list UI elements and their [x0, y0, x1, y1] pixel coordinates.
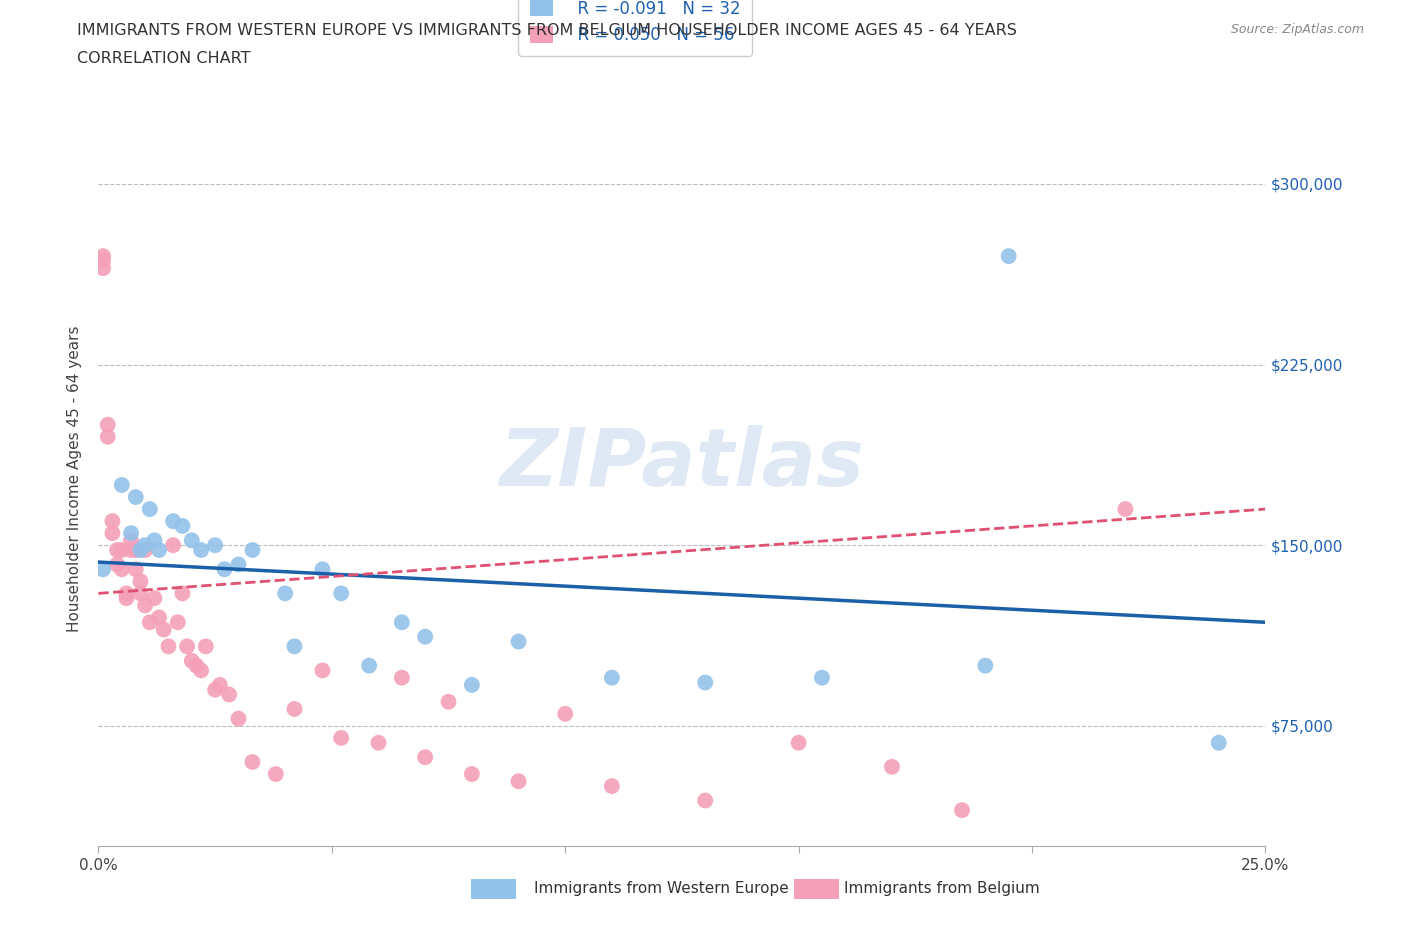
Point	[242, 542, 264, 557]
Point	[111, 542, 134, 557]
Point	[391, 671, 413, 685]
Point	[176, 639, 198, 654]
Point	[437, 695, 460, 710]
Point	[330, 730, 353, 745]
Point	[228, 557, 250, 572]
Point	[152, 622, 174, 637]
Point	[283, 639, 305, 654]
Point	[166, 615, 188, 630]
Point	[148, 542, 170, 557]
Point	[600, 671, 623, 685]
Point	[162, 538, 184, 552]
Point	[508, 634, 530, 649]
Point	[115, 586, 138, 601]
Point	[129, 586, 152, 601]
Point	[264, 766, 287, 781]
Point	[190, 663, 212, 678]
Point	[880, 760, 903, 775]
Point	[180, 533, 202, 548]
Point	[97, 430, 120, 445]
Point	[143, 591, 166, 605]
Point	[228, 711, 250, 726]
Point	[125, 562, 148, 577]
Point	[787, 736, 810, 751]
Text: CORRELATION CHART: CORRELATION CHART	[77, 51, 250, 66]
Point	[148, 610, 170, 625]
Point	[554, 707, 576, 722]
Point	[461, 766, 484, 781]
Point	[413, 750, 436, 764]
Point	[214, 562, 236, 577]
Point	[330, 586, 353, 601]
Y-axis label: Householder Income Ages 45 - 64 years: Householder Income Ages 45 - 64 years	[67, 326, 83, 632]
Text: ZIPatlas: ZIPatlas	[499, 425, 865, 503]
Point	[105, 542, 128, 557]
Point	[120, 525, 142, 540]
Point	[97, 418, 120, 432]
Point	[115, 591, 138, 605]
Point	[811, 671, 834, 685]
Point	[974, 658, 997, 673]
Point	[600, 778, 623, 793]
Point	[129, 574, 152, 589]
Point	[695, 793, 717, 808]
Point	[413, 630, 436, 644]
Point	[204, 683, 226, 698]
Point	[111, 562, 134, 577]
Point	[91, 562, 114, 577]
Point	[172, 586, 194, 601]
Point	[242, 754, 264, 769]
Point	[120, 533, 142, 548]
Point	[311, 562, 333, 577]
Point	[139, 615, 162, 630]
Point	[204, 538, 226, 552]
Point	[359, 658, 381, 673]
Point	[311, 663, 333, 678]
Point	[91, 248, 114, 263]
Point	[190, 542, 212, 557]
Point	[134, 542, 156, 557]
Point	[180, 654, 202, 669]
Point	[997, 248, 1019, 263]
Point	[91, 254, 114, 269]
Point	[283, 701, 305, 716]
Point	[129, 542, 152, 557]
Point	[194, 639, 217, 654]
Text: Immigrants from Belgium: Immigrants from Belgium	[844, 881, 1039, 896]
Point	[105, 557, 128, 572]
Point	[143, 533, 166, 548]
Point	[162, 513, 184, 528]
Point	[208, 677, 231, 692]
Text: IMMIGRANTS FROM WESTERN EUROPE VS IMMIGRANTS FROM BELGIUM HOUSEHOLDER INCOME AGE: IMMIGRANTS FROM WESTERN EUROPE VS IMMIGR…	[77, 23, 1017, 38]
Point	[134, 598, 156, 613]
Point	[461, 677, 484, 692]
Point	[134, 538, 156, 552]
Point	[508, 774, 530, 789]
Point	[101, 525, 124, 540]
Text: Source: ZipAtlas.com: Source: ZipAtlas.com	[1230, 23, 1364, 36]
Point	[172, 519, 194, 534]
Point	[391, 615, 413, 630]
Point	[695, 675, 717, 690]
Point	[125, 489, 148, 504]
Point	[1208, 736, 1230, 751]
Text: Immigrants from Western Europe: Immigrants from Western Europe	[534, 881, 789, 896]
Point	[157, 639, 180, 654]
Point	[91, 260, 114, 275]
Point	[101, 513, 124, 528]
Point	[218, 687, 240, 702]
Point	[274, 586, 297, 601]
Point	[186, 658, 208, 673]
Point	[111, 477, 134, 492]
Point	[950, 803, 973, 817]
Legend:   R = -0.091   N = 32,   R = 0.050   N = 56: R = -0.091 N = 32, R = 0.050 N = 56	[519, 0, 752, 56]
Point	[120, 542, 142, 557]
Point	[139, 501, 162, 516]
Point	[1114, 501, 1136, 516]
Point	[125, 542, 148, 557]
Point	[367, 736, 389, 751]
